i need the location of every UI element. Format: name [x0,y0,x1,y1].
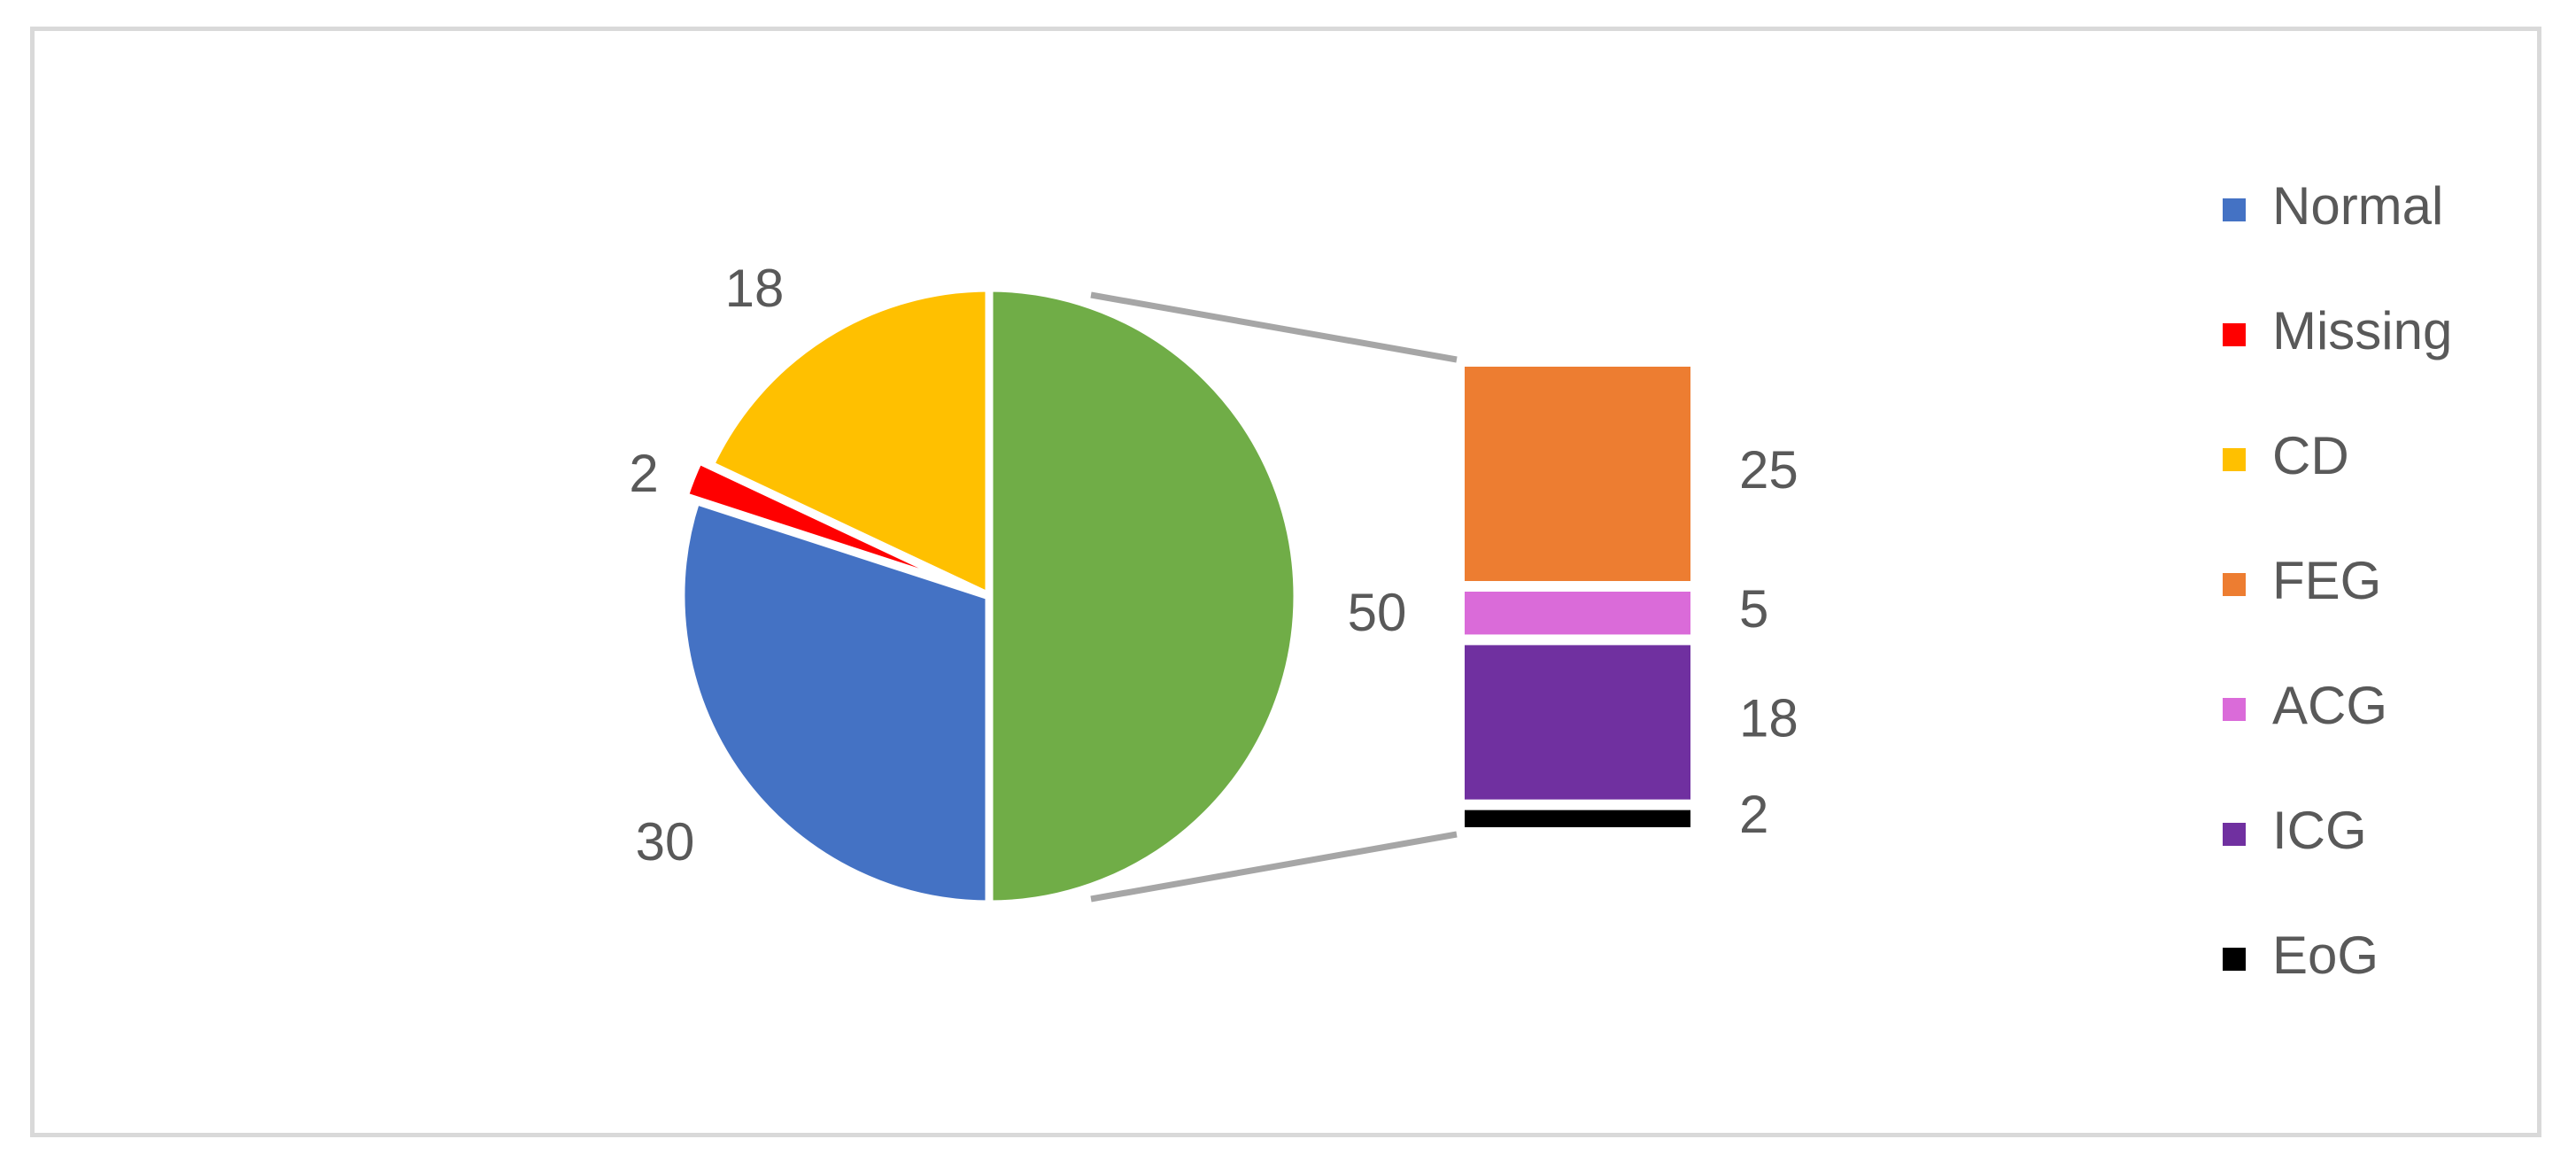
legend-swatch-acg [2223,698,2246,721]
legend-swatch-eog [2223,948,2246,971]
connector-line-bottom [1090,831,1458,903]
pie-label-normal: 30 [636,812,695,872]
pie-label-cd: 18 [725,259,785,318]
bar-label-eog: 2 [1739,785,1768,844]
pie-label-other: 50 [1348,583,1407,642]
legend-label-missing: Missing [2272,301,2452,360]
bar-label-feg: 25 [1739,440,1799,500]
pie [677,283,1302,909]
legend-swatch-missing [2223,323,2246,346]
pie-label-missing: 2 [629,444,658,503]
legend: Normal Missing CD FEG ACG ICG EoG [2223,176,2452,985]
pie-slice-normal [677,496,994,909]
legend-swatch-normal [2223,198,2246,221]
legend-swatch-cd [2223,448,2246,471]
bar-label-acg: 5 [1739,579,1768,639]
bar-segment-acg [1465,592,1690,635]
bar-segment-icg [1465,645,1690,800]
connector-lines [1090,291,1458,903]
legend-swatch-icg [2223,823,2246,846]
pie-slice-cd [706,283,994,600]
bar-segment-eog [1465,810,1690,827]
stacked-bar [1465,367,1690,827]
legend-label-eog: EoG [2272,926,2379,985]
legend-label-icg: ICG [2272,801,2367,860]
pie-slice-other [985,283,1302,909]
bar-segment-feg [1465,367,1690,581]
legend-label-feg: FEG [2272,551,2381,610]
legend-label-acg: ACG [2272,676,2387,735]
connector-line-top [1090,291,1458,363]
pie-data-labels: 50 30 2 18 [629,259,1406,872]
legend-label-cd: CD [2272,426,2349,485]
bar-data-labels: 25 5 18 2 [1739,440,1799,844]
bar-label-icg: 18 [1739,688,1799,748]
legend-label-normal: Normal [2272,176,2443,236]
legend-swatch-feg [2223,573,2246,596]
